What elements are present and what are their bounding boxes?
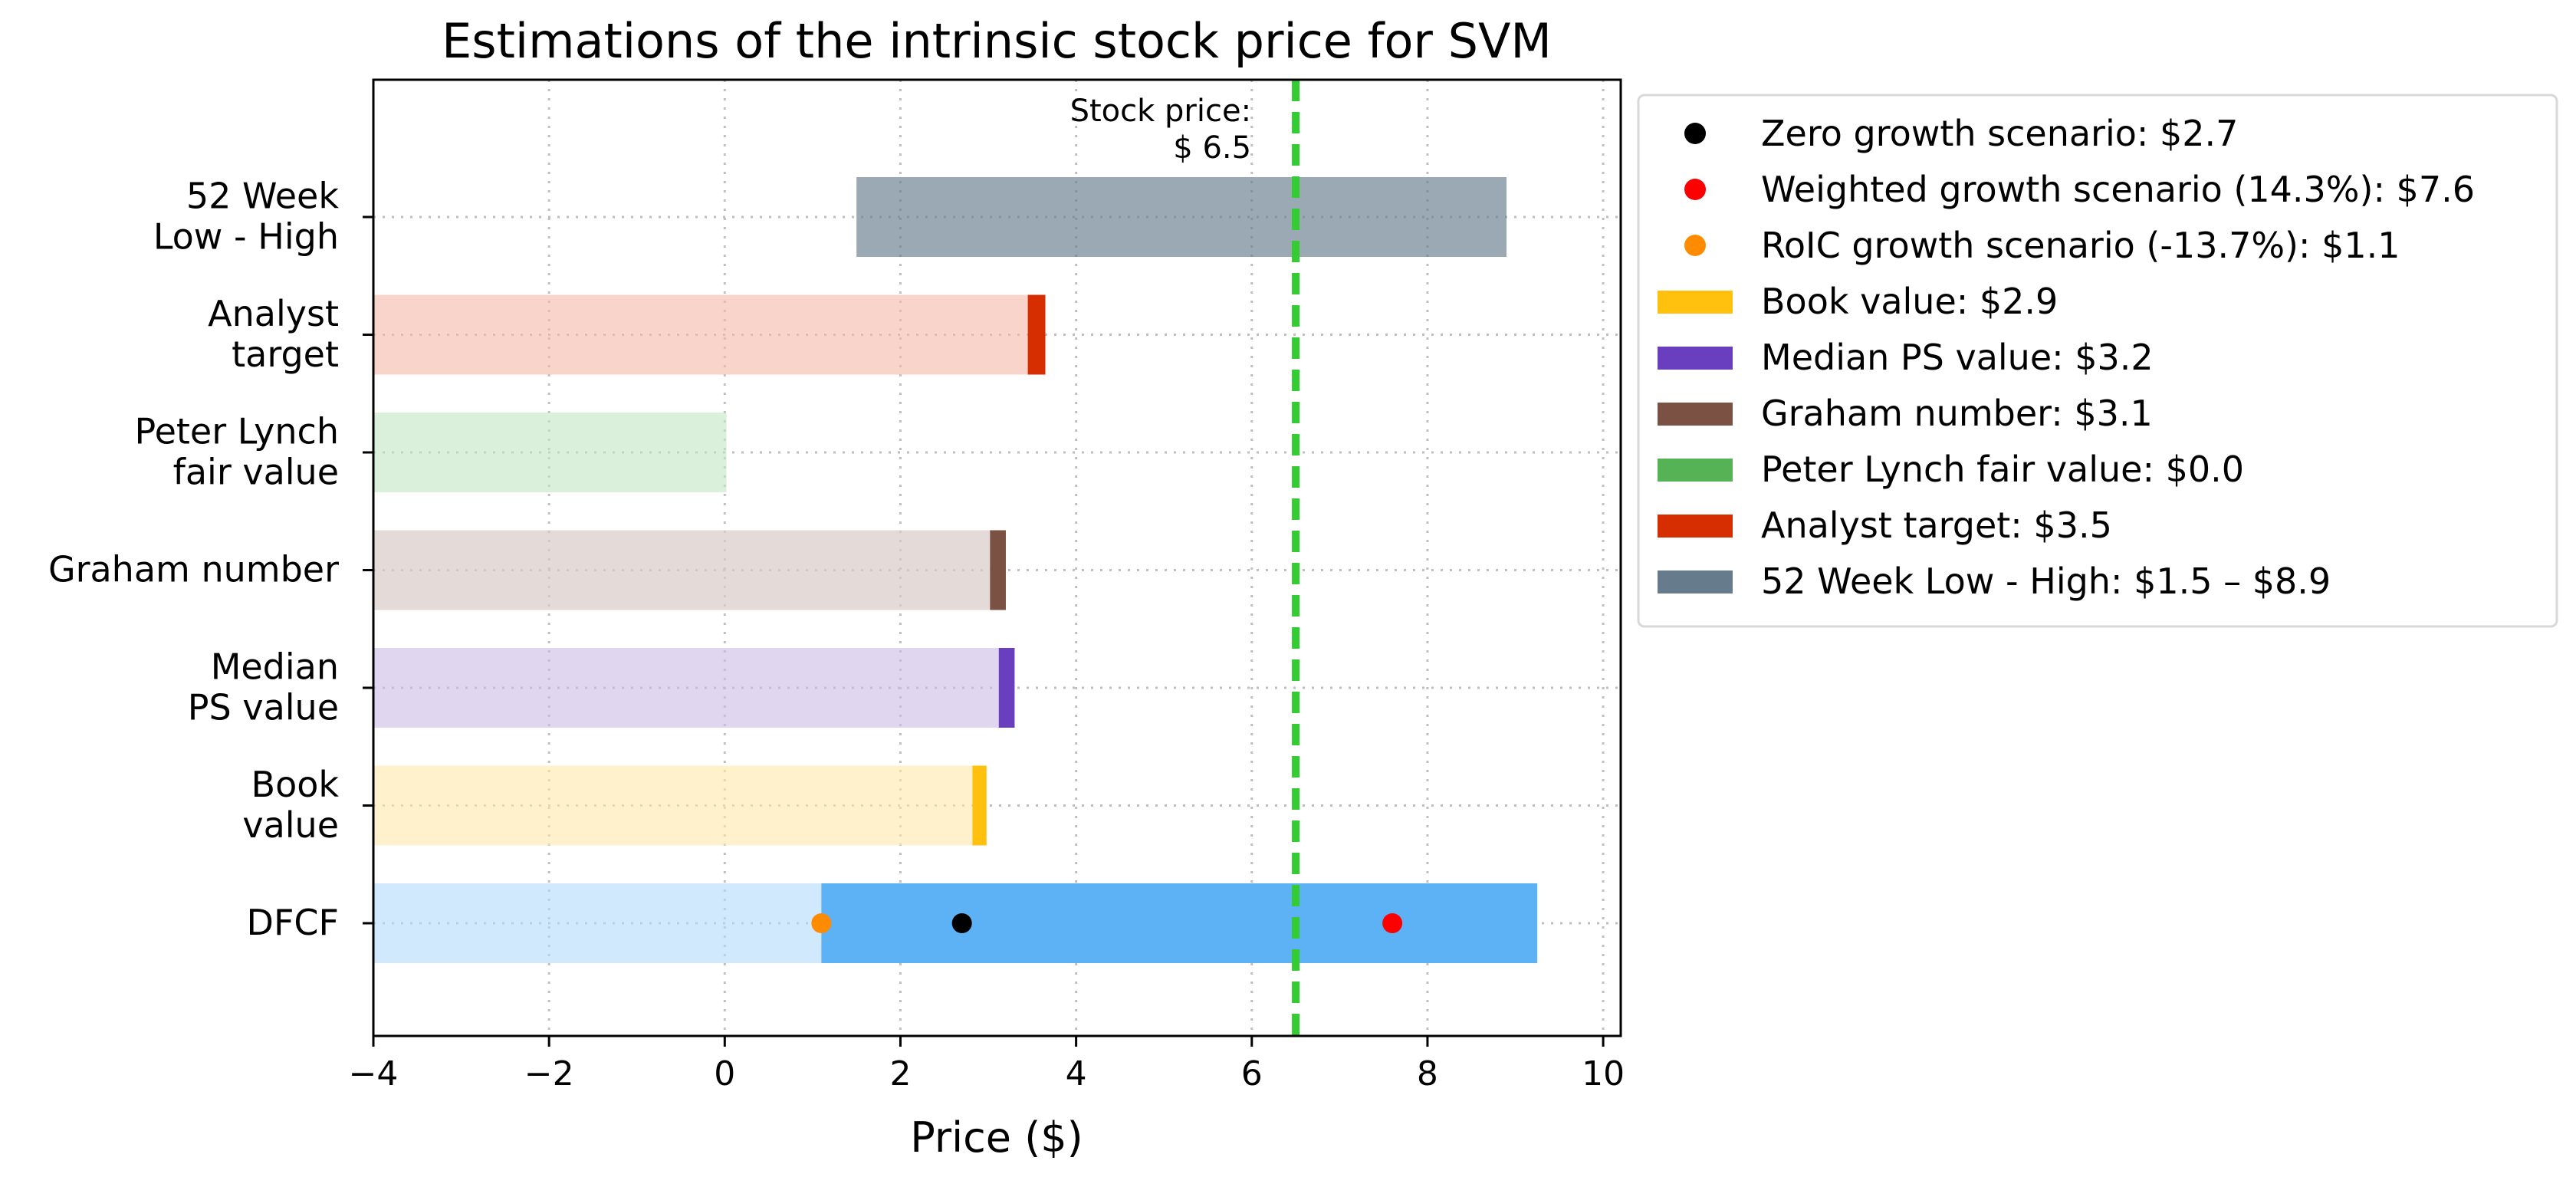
scenario-point-1 — [951, 913, 972, 933]
legend-label-3: Book value: $2.9 — [1761, 281, 2058, 322]
bar-analyst-1 — [373, 294, 1046, 375]
bar-marker-graham — [990, 530, 1006, 610]
legend: Zero growth scenario: $2.7 Weighted growt… — [1637, 94, 2558, 628]
x-tick-label-2: 0 — [714, 1054, 735, 1093]
x-tick-label-0: −4 — [349, 1054, 399, 1093]
category-label-week52-1: Low - High — [153, 216, 339, 258]
stock-price-label-line-0: Stock price: — [1070, 94, 1251, 129]
bar-lynch-2 — [373, 413, 727, 492]
x-tick-label-5: 6 — [1241, 1054, 1263, 1093]
legend-marker-2 — [1684, 235, 1706, 256]
category-label-analyst-0: Analyst — [208, 293, 339, 334]
legend-patch-5 — [1658, 403, 1733, 426]
category-label-lynch-0: Peter Lynch — [135, 411, 340, 452]
bar-marker-median_ps — [998, 648, 1015, 728]
points — [811, 913, 1403, 933]
category-label-graham-0: Graham number — [48, 549, 339, 590]
legend-label-1: Weighted growth scenario (14.3%): $7.6 — [1761, 169, 2475, 210]
bar-median_ps-4 — [373, 648, 1015, 728]
category-label-median_ps-1: PS value — [188, 687, 339, 728]
legend-patch-7 — [1658, 515, 1733, 538]
legend-marker-0 — [1684, 123, 1706, 144]
category-label-analyst-1: target — [232, 334, 339, 375]
legend-label-5: Graham number: $3.1 — [1761, 393, 2153, 434]
legend-marker-1 — [1684, 179, 1706, 200]
scenario-point-0 — [811, 913, 832, 933]
bar-marker-analyst — [1027, 294, 1046, 375]
legend-label-6: Peter Lynch fair value: $0.0 — [1761, 449, 2244, 490]
x-axis-label: Price ($) — [910, 1113, 1083, 1162]
legend-label-7: Analyst target: $3.5 — [1761, 505, 2112, 546]
x-tick-label-3: 2 — [889, 1054, 911, 1093]
legend-patch-4 — [1658, 347, 1733, 370]
bar-graham-3 — [373, 530, 1006, 610]
x-tick-label-4: 4 — [1066, 1054, 1087, 1093]
legend-label-2: RoIC growth scenario (-13.7%): $1.1 — [1761, 225, 2400, 266]
bar-book-5 — [373, 765, 987, 846]
category-label-dfcf-0: DFCF — [247, 902, 339, 943]
legend-label-8: 52 Week Low - High: $1.5 – $8.9 — [1761, 561, 2331, 602]
x-tick-label-7: 10 — [1582, 1054, 1625, 1093]
bar-dfcf-7 — [821, 883, 1538, 963]
legend-box — [1637, 94, 2558, 628]
category-label-book-1: value — [242, 804, 339, 846]
legend-patch-3 — [1658, 291, 1733, 314]
category-label-median_ps-0: Median — [211, 646, 339, 688]
category-label-book-0: Book — [251, 764, 340, 805]
legend-patch-6 — [1658, 459, 1733, 482]
x-tick-label-1: −2 — [524, 1054, 574, 1093]
category-label-week52-0: 52 Week — [186, 176, 340, 217]
bar-dfcf-6 — [373, 883, 822, 963]
legend-patch-8 — [1658, 570, 1733, 594]
bar-marker-book — [972, 765, 987, 846]
plot-frame — [372, 78, 1622, 1037]
scenario-point-2 — [1382, 913, 1403, 933]
legend-label-0: Zero growth scenario: $2.7 — [1761, 113, 2238, 154]
stock-price-annotation: Stock price:$ 6.5 — [1070, 80, 1300, 1036]
x-tick-label-6: 8 — [1417, 1054, 1438, 1093]
bar-week52-0 — [856, 177, 1507, 257]
legend-label-4: Median PS value: $3.2 — [1761, 337, 2154, 378]
bars — [373, 177, 1538, 963]
chart-title: Estimations of the intrinsic stock price… — [442, 13, 1552, 69]
stock-price-label-line-1: $ 6.5 — [1173, 130, 1251, 166]
category-label-lynch-1: fair value — [173, 452, 339, 493]
